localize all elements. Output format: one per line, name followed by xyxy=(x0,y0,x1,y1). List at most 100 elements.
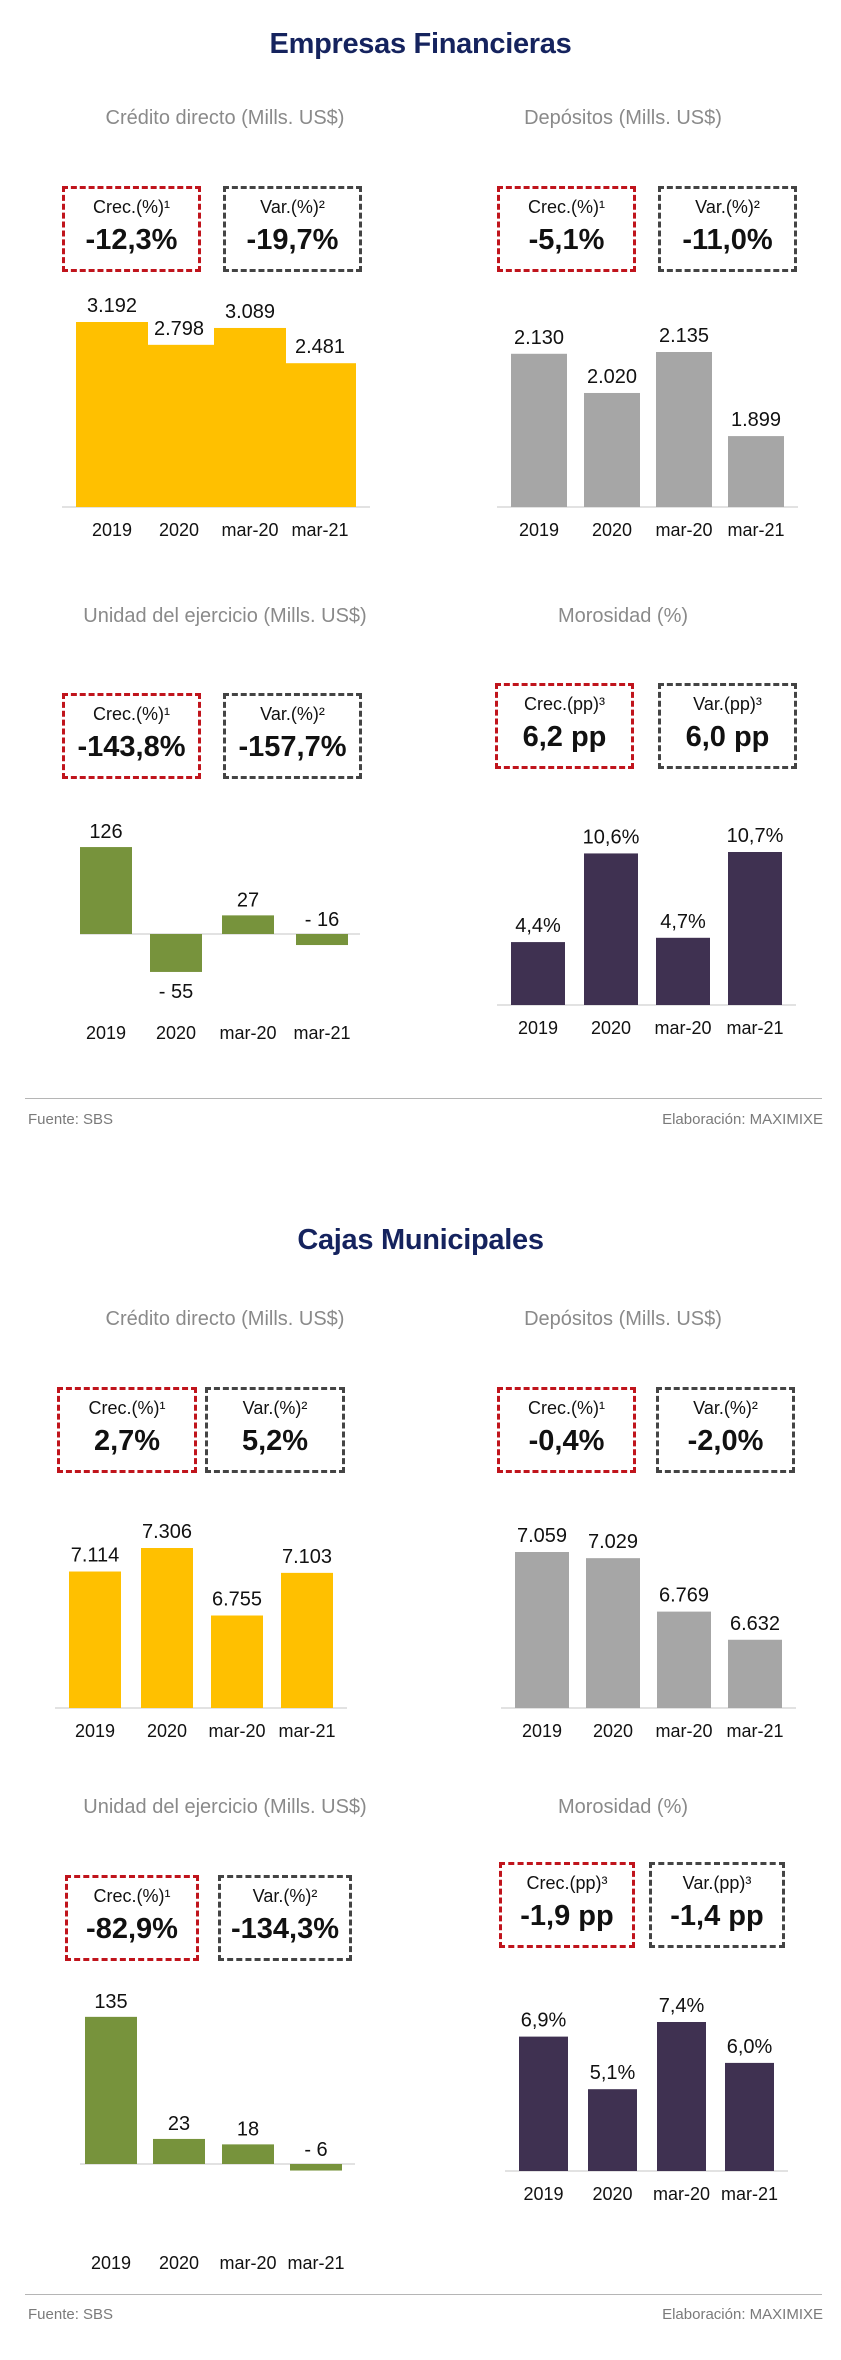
x-tick-label: 2020 xyxy=(592,520,632,540)
data-label: 6.755 xyxy=(212,1589,262,1611)
kpi-label: Crec.(%)¹ xyxy=(88,1398,166,1418)
kpi-label: Crec.(%)¹ xyxy=(93,1886,171,1906)
bar xyxy=(296,934,348,946)
data-label: - 16 xyxy=(305,909,339,931)
kpi-value: -12,3% xyxy=(85,224,178,256)
kpi-label: Var.(%)² xyxy=(260,197,325,217)
data-label: 10,6% xyxy=(583,826,640,848)
data-label: 18 xyxy=(237,2118,259,2140)
x-tick-label: mar-21 xyxy=(726,1721,783,1741)
data-label: 7.029 xyxy=(588,1531,638,1553)
bar xyxy=(519,2036,568,2171)
kpi-value: -1,9 pp xyxy=(520,1900,614,1932)
bar xyxy=(85,2016,137,2164)
data-label: 23 xyxy=(168,2113,190,2135)
bar xyxy=(728,436,784,507)
footer-credit: Elaboración: MAXIMIXE xyxy=(662,1111,823,1128)
panel-title: Morosidad (%) xyxy=(557,1796,689,1818)
data-label: 5,1% xyxy=(590,2062,636,2084)
data-label: 3.089 xyxy=(225,301,275,323)
bar xyxy=(515,1552,569,1708)
data-label: 27 xyxy=(237,889,259,911)
panel-unidad-ejercicio: Unidad del ejercicio (Mills. US$) Crec.(… xyxy=(25,1796,425,2276)
kpi-label: Crec.(%)¹ xyxy=(528,1398,605,1418)
panel-morosidad: Morosidad (%) Crec.(pp)³ 6,2 pp Var.(pp)… xyxy=(423,605,823,1085)
bar xyxy=(80,847,132,934)
x-tick-label: 2019 xyxy=(519,520,559,540)
footer-divider xyxy=(25,1098,822,1099)
x-tick-label: mar-21 xyxy=(291,520,348,540)
kpi-value: -1,4 pp xyxy=(670,1900,764,1932)
bar xyxy=(214,327,286,507)
footer-divider xyxy=(25,2294,822,2295)
x-tick-label: 2019 xyxy=(91,2253,131,2273)
section-title: Cajas Municipales xyxy=(297,1224,544,1256)
panel-title: Depósitos (Mills. US$) xyxy=(524,1308,722,1330)
chart-svg: 7.059 2019 7.029 2020 6.769 mar-20 6.632 mar-21 xyxy=(501,1525,796,1741)
kpi-value: -0,4% xyxy=(528,1425,605,1457)
data-label: 7.306 xyxy=(142,1521,192,1543)
bar xyxy=(584,392,640,507)
footer-source: Fuente: SBS xyxy=(28,2306,114,2323)
data-label: 7.103 xyxy=(282,1546,332,1568)
panel-depositos: Depósitos (Mills. US$) Crec.(%)¹ -5,1% V… xyxy=(423,107,823,587)
data-label: 7.059 xyxy=(517,1525,567,1547)
bar xyxy=(211,1615,263,1708)
data-label: 135 xyxy=(94,1991,127,2013)
bar xyxy=(222,915,274,934)
kpi-crecimiento: Crec.(%)¹ -82,9% xyxy=(65,1875,199,1961)
x-tick-label: mar-20 xyxy=(219,1023,276,1043)
chart-svg: 126 2019 - 55 2020 27 mar-20 - 16 mar-21 xyxy=(80,821,360,1043)
x-tick-label: 2019 xyxy=(522,1721,562,1741)
x-tick-label: 2020 xyxy=(592,2184,632,2204)
bar xyxy=(584,853,638,1005)
x-tick-label: 2019 xyxy=(92,520,132,540)
bar xyxy=(511,942,565,1005)
kpi-crecimiento: Crec.(%)¹ -0,4% xyxy=(497,1387,636,1473)
x-tick-label: 2020 xyxy=(159,2253,199,2273)
kpi-label: Var.(pp)³ xyxy=(682,1873,752,1893)
chart-svg: 3.192 2019 2.798 2020 3.089 mar-20 2.481 mar-21 xyxy=(62,295,370,540)
kpi-value: -19,7% xyxy=(246,224,339,256)
bar xyxy=(588,2089,637,2171)
x-tick-label: mar-21 xyxy=(287,2253,344,2273)
panel-title: Crédito directo (Mills. US$) xyxy=(105,1308,345,1330)
data-label: 6,0% xyxy=(727,2036,773,2058)
panel-unidad-ejercicio: Unidad del ejercicio (Mills. US$) Crec.(… xyxy=(25,605,425,1085)
kpi-value: 6,2 pp xyxy=(522,721,607,753)
data-label: 2.798 xyxy=(154,318,204,340)
kpi-label: Crec.(%)¹ xyxy=(528,197,605,217)
data-label: 1.899 xyxy=(731,409,781,431)
chart-svg: 6,9% 2019 5,1% 2020 7,4% mar-20 6,0% mar-21 xyxy=(505,1995,788,2204)
panel-title: Crédito directo (Mills. US$) xyxy=(105,107,345,129)
bar xyxy=(728,1639,782,1708)
x-tick-label: 2019 xyxy=(75,1721,115,1741)
x-tick-label: 2020 xyxy=(147,1721,187,1741)
kpi-crecimiento: Crec.(pp)³ 6,2 pp xyxy=(495,683,634,769)
bar xyxy=(284,363,356,507)
data-label: 6,9% xyxy=(521,2010,567,2032)
x-tick-label: 2020 xyxy=(593,1721,633,1741)
data-label: 2.020 xyxy=(587,366,637,388)
data-label: 3.192 xyxy=(87,295,137,317)
bar xyxy=(150,934,202,972)
x-tick-label: 2019 xyxy=(518,1018,558,1038)
x-tick-label: mar-20 xyxy=(655,520,712,540)
kpi-value: 6,0 pp xyxy=(685,721,770,753)
kpi-crecimiento: Crec.(%)¹ -12,3% xyxy=(62,186,201,272)
x-tick-label: mar-21 xyxy=(727,520,784,540)
kpi-crecimiento: Crec.(pp)³ -1,9 pp xyxy=(499,1862,635,1948)
kpi-variacion: Var.(%)² -134,3% xyxy=(218,1875,352,1961)
x-tick-label: 2020 xyxy=(156,1023,196,1043)
kpi-value: -157,7% xyxy=(238,731,347,763)
data-label: - 55 xyxy=(159,981,193,1003)
bar xyxy=(143,344,215,507)
panel-credito-directo: Crédito directo (Mills. US$) Crec.(%)¹ 2… xyxy=(25,1308,425,1788)
kpi-label: Var.(%)² xyxy=(260,704,325,724)
data-label: 126 xyxy=(89,821,122,843)
data-label: 7.114 xyxy=(71,1545,120,1567)
kpi-label: Var.(%)² xyxy=(695,197,760,217)
bar xyxy=(290,2164,342,2171)
bar xyxy=(511,353,567,507)
chart-svg: 7.114 2019 7.306 2020 6.755 mar-20 7.103 mar-21 xyxy=(55,1521,347,1741)
